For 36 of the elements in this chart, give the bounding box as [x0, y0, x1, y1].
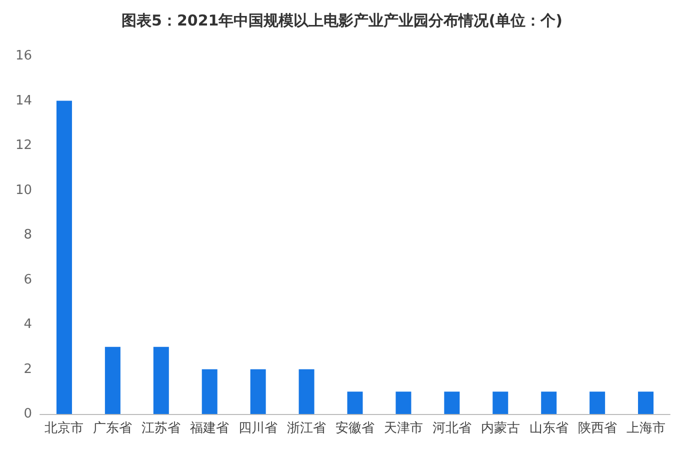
y-tick-label: 10: [15, 182, 32, 198]
y-tick-label: 16: [15, 48, 32, 64]
bar: [56, 100, 72, 414]
bar: [492, 392, 508, 414]
bar: [202, 369, 218, 414]
x-tick-label: 四川省: [238, 421, 278, 436]
bar: [250, 369, 266, 414]
y-tick-label: 12: [15, 138, 32, 153]
y-tick-label: 14: [15, 93, 32, 108]
bar: [638, 392, 654, 414]
y-tick-label: 6: [24, 272, 32, 288]
x-tick-label: 陕西省: [578, 421, 617, 436]
x-tick-label: 内蒙古: [480, 421, 520, 436]
bar: [104, 346, 120, 414]
bar: [298, 369, 314, 414]
bar: [396, 392, 412, 414]
x-tick-label: 北京市: [44, 421, 84, 436]
bar: [347, 392, 363, 414]
bar: [153, 346, 169, 414]
y-tick-label: 8: [24, 228, 32, 242]
x-tick-label: 浙江省: [287, 421, 326, 436]
bar: [444, 392, 460, 414]
x-tick-label: 山东省: [529, 421, 568, 436]
y-tick-label: 4: [24, 317, 32, 332]
x-tick-label: 安徽省: [336, 420, 374, 436]
bar: [541, 392, 557, 414]
x-tick-label: 江苏省: [142, 421, 181, 436]
x-tick-label: 河北省: [432, 421, 472, 436]
x-tick-label: 福建省: [190, 421, 230, 436]
chart-title: 图表5：2021年中国规模以上电影产业产业园分布情况(单位：个): [122, 12, 562, 30]
y-tick-label: 2: [24, 362, 32, 377]
y-tick-label: 0: [24, 406, 32, 422]
bar: [590, 392, 606, 414]
x-tick-label: 上海市: [626, 421, 666, 436]
x-tick-label: 广东省: [93, 421, 132, 436]
x-tick-label: 天津市: [384, 421, 423, 436]
